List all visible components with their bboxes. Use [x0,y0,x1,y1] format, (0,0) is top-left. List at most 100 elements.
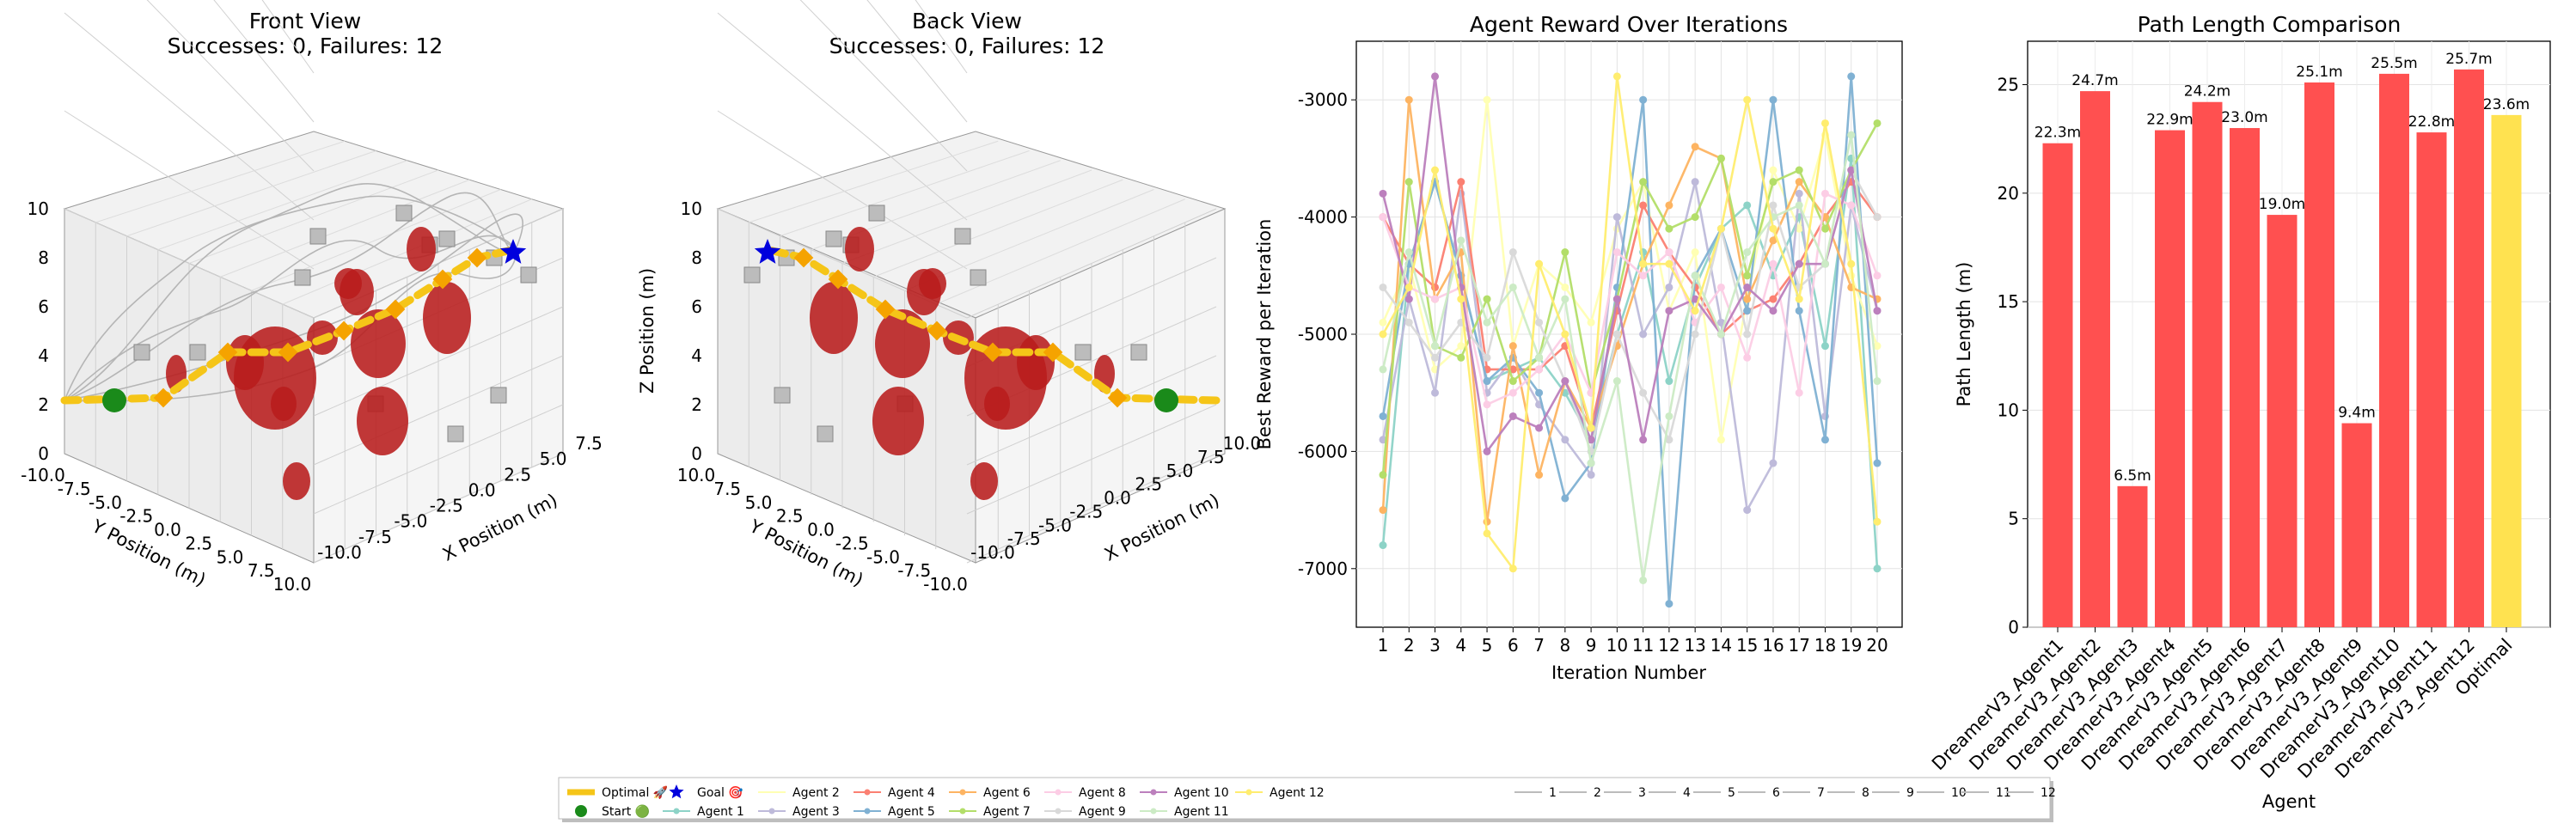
reward-x-tick-label: 19 [1840,635,1862,656]
reward-series-group [1379,72,1882,608]
obstacle-sphere [423,282,471,354]
reward-point [1639,95,1648,104]
waypoint-cube [438,230,456,247]
reward-x-ticks: 1 2 3 4 5 6 7 8 9 10 11 12 13 14 15 16 17 18 19 20 [1378,627,1888,656]
reward-point [1873,119,1882,127]
reward-point [1561,283,1569,291]
reward-point [1535,353,1544,362]
legend-label: 3 [1638,786,1646,800]
obstacle-sphere [919,268,946,299]
floor-gridline [188,169,439,264]
waypoint-cube [447,425,464,442]
waypoint-cube [294,269,311,286]
waypoint-cube [1074,344,1092,361]
reward-series-12 [1379,72,1882,573]
reward-point [1561,330,1569,339]
bar-value-label: 24.2m [2184,83,2230,101]
reward-point [1457,178,1465,186]
path-length-value-labels: 22.3m 24.7m 6.5m 22.9m 24.2m 23.0m 19.0m 25.1m 9… [2034,51,2530,485]
bar-y-tick-label: 5 [2008,509,2019,529]
reward-series-11 [1379,131,1882,584]
reward-point [1665,248,1673,257]
reward-point [1873,517,1882,526]
reward-point [1379,330,1387,339]
legend-swatch-dot [864,789,871,796]
legend-item: 11 [1961,786,2011,800]
start-marker [102,388,126,412]
legend-item: Agent 6 [949,786,1031,800]
bar-y-tick-label: 15 [1998,291,2019,312]
reward-point [1743,272,1752,280]
reward-point [1379,189,1387,198]
legend-item: 6 [1738,786,1780,800]
bar-y-tick-label: 20 [1998,183,2019,204]
path-length-bar [2454,69,2484,627]
optimal-waypoint [828,269,848,290]
reward-point [1535,424,1544,432]
reward-point [1639,272,1648,280]
path-length-panel: Path Length Comparison 22.3m24.7m6.5m22.… [1928,12,2551,812]
y-tick-label: 5.0 [217,546,244,567]
reward-point [1665,600,1673,608]
reward-point [1587,424,1595,432]
reward-line [1381,76,1879,572]
y-tick-label: -7.5 [58,479,91,499]
bar-value-label: 23.6m [2483,96,2530,113]
legend-label: 9 [1906,786,1914,800]
z-tick-label: 0 [38,443,49,464]
reward-point [1716,224,1725,233]
y-tick-label: 7.5 [248,560,275,581]
legend-item: 9 [1872,786,1914,800]
reward-point [1847,201,1856,210]
path-length-title: Path Length Comparison [2138,12,2402,37]
bar-value-label: 9.4m [2338,405,2376,422]
legend-swatch-dot [1055,808,1062,815]
reward-point [1691,272,1699,280]
front-view-panel: Front View Successes: 0, Failures: 12 0 2… [21,0,603,595]
legend-item: Optimal 🚀 [567,785,669,800]
reward-point [1431,295,1440,303]
legend-swatch-dot [768,808,775,815]
floor-gridline [251,189,501,291]
reward-point [1743,330,1752,339]
reward-point [1665,412,1673,420]
reward-point [1716,283,1725,291]
reward-x-tick-label: 16 [1762,635,1784,656]
reward-point [1508,342,1517,351]
y-tick-label: -2.5 [119,506,153,527]
bar-value-label: 6.5m [2114,467,2151,485]
legend-item: Agent 12 [1235,786,1325,800]
reward-point [1561,248,1569,257]
waypoint-cube [395,204,413,222]
reward-point [1535,471,1544,479]
legend-label: Optimal 🚀 [602,785,669,800]
z-gridline [717,12,968,221]
legend-swatch [575,805,587,817]
path-length-bar [2042,143,2073,628]
obstacle-sphere [810,282,858,354]
legend-label: Agent 12 [1270,786,1325,800]
bar-y-tick-label: 25 [1998,75,2019,95]
obstacle-sphere [875,309,930,378]
legend-label: Agent 8 [1079,786,1126,800]
legend-label: Start 🟢 [602,804,650,819]
floor-gridline [749,140,999,223]
start-marker [1154,388,1178,412]
reward-point [1639,436,1648,444]
legend-label: 10 [1951,786,1967,800]
front-view-subtitle: Successes: 0, Failures: 12 [168,34,444,58]
reward-y-tick-label: -5000 [1298,324,1348,345]
floor-gridline [904,189,1154,291]
y-tick-label: -5.0 [866,546,900,567]
reward-line [1381,181,1879,514]
back-view-subtitle: Successes: 0, Failures: 12 [829,34,1105,58]
reward-point [1457,353,1465,362]
z-tick-label: 8 [38,247,49,268]
waypoint-cube [189,344,206,361]
reward-x-tick-label: 1 [1378,635,1389,656]
path-length-bar [2192,101,2223,627]
legend-item: 3 [1604,786,1646,800]
reward-point [1820,224,1829,233]
y-tick-label: 7.5 [713,479,741,499]
z-tick-label: 10 [28,198,49,219]
